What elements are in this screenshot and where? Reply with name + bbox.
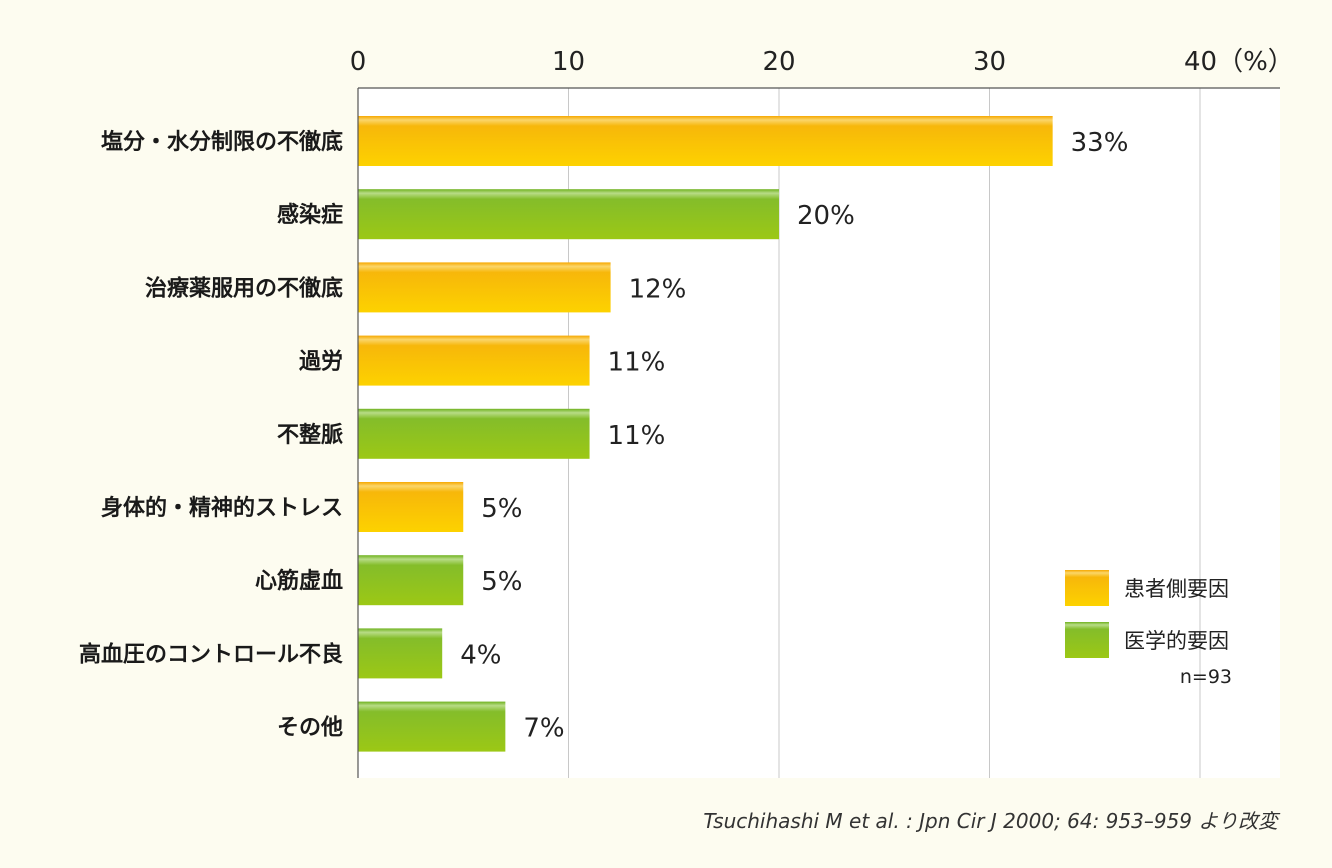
bar [358, 116, 1053, 166]
x-tick-label: 0 [350, 47, 367, 77]
x-tick-label: 10 [552, 47, 585, 77]
category-label: 塩分・水分制限の不徹底 [101, 129, 343, 155]
bar [358, 482, 464, 532]
x-tick-label: 30 [973, 47, 1006, 77]
category-label: 高血圧のコントロール不良 [79, 641, 343, 667]
value-label: 11% [608, 421, 666, 451]
bar [358, 408, 590, 459]
legend-label-medical: 医学的要因 [1124, 629, 1229, 653]
category-label: 心筋虚血 [255, 568, 343, 594]
category-label: 過労 [299, 349, 343, 375]
value-label: 33% [1071, 128, 1129, 158]
category-label: 不整脈 [277, 422, 343, 448]
legend-swatch-patient [1065, 570, 1109, 606]
sample-size-note: n=93 [1180, 666, 1232, 688]
bar [358, 701, 506, 752]
category-label: その他 [277, 716, 343, 741]
bar [358, 335, 590, 386]
bar [358, 628, 443, 679]
value-label: 5% [481, 494, 522, 524]
value-label: 7% [523, 714, 564, 744]
legend-swatch-medical [1065, 622, 1109, 658]
x-tick-label: 20 [762, 47, 795, 77]
source-citation: Tsuchihashi M et al. : Jpn Cir J 2000; 6… [703, 809, 1281, 833]
bar [358, 262, 611, 313]
category-label: 身体的・精神的ストレス [101, 495, 343, 521]
value-label: 20% [797, 201, 855, 231]
value-label: 4% [460, 640, 501, 670]
legend: 患者側要因 医学的要因 n=93 [1065, 570, 1232, 688]
category-label: 治療薬服用の不徹底 [145, 275, 343, 301]
value-label: 11% [608, 348, 666, 378]
category-label: 感染症 [277, 202, 343, 228]
bar [358, 555, 464, 606]
value-label: 5% [481, 567, 522, 597]
value-label: 12% [629, 274, 687, 304]
bar [358, 189, 779, 240]
x-tick-label: 40（%） [1184, 47, 1294, 77]
legend-label-patient: 患者側要因 [1124, 577, 1229, 601]
